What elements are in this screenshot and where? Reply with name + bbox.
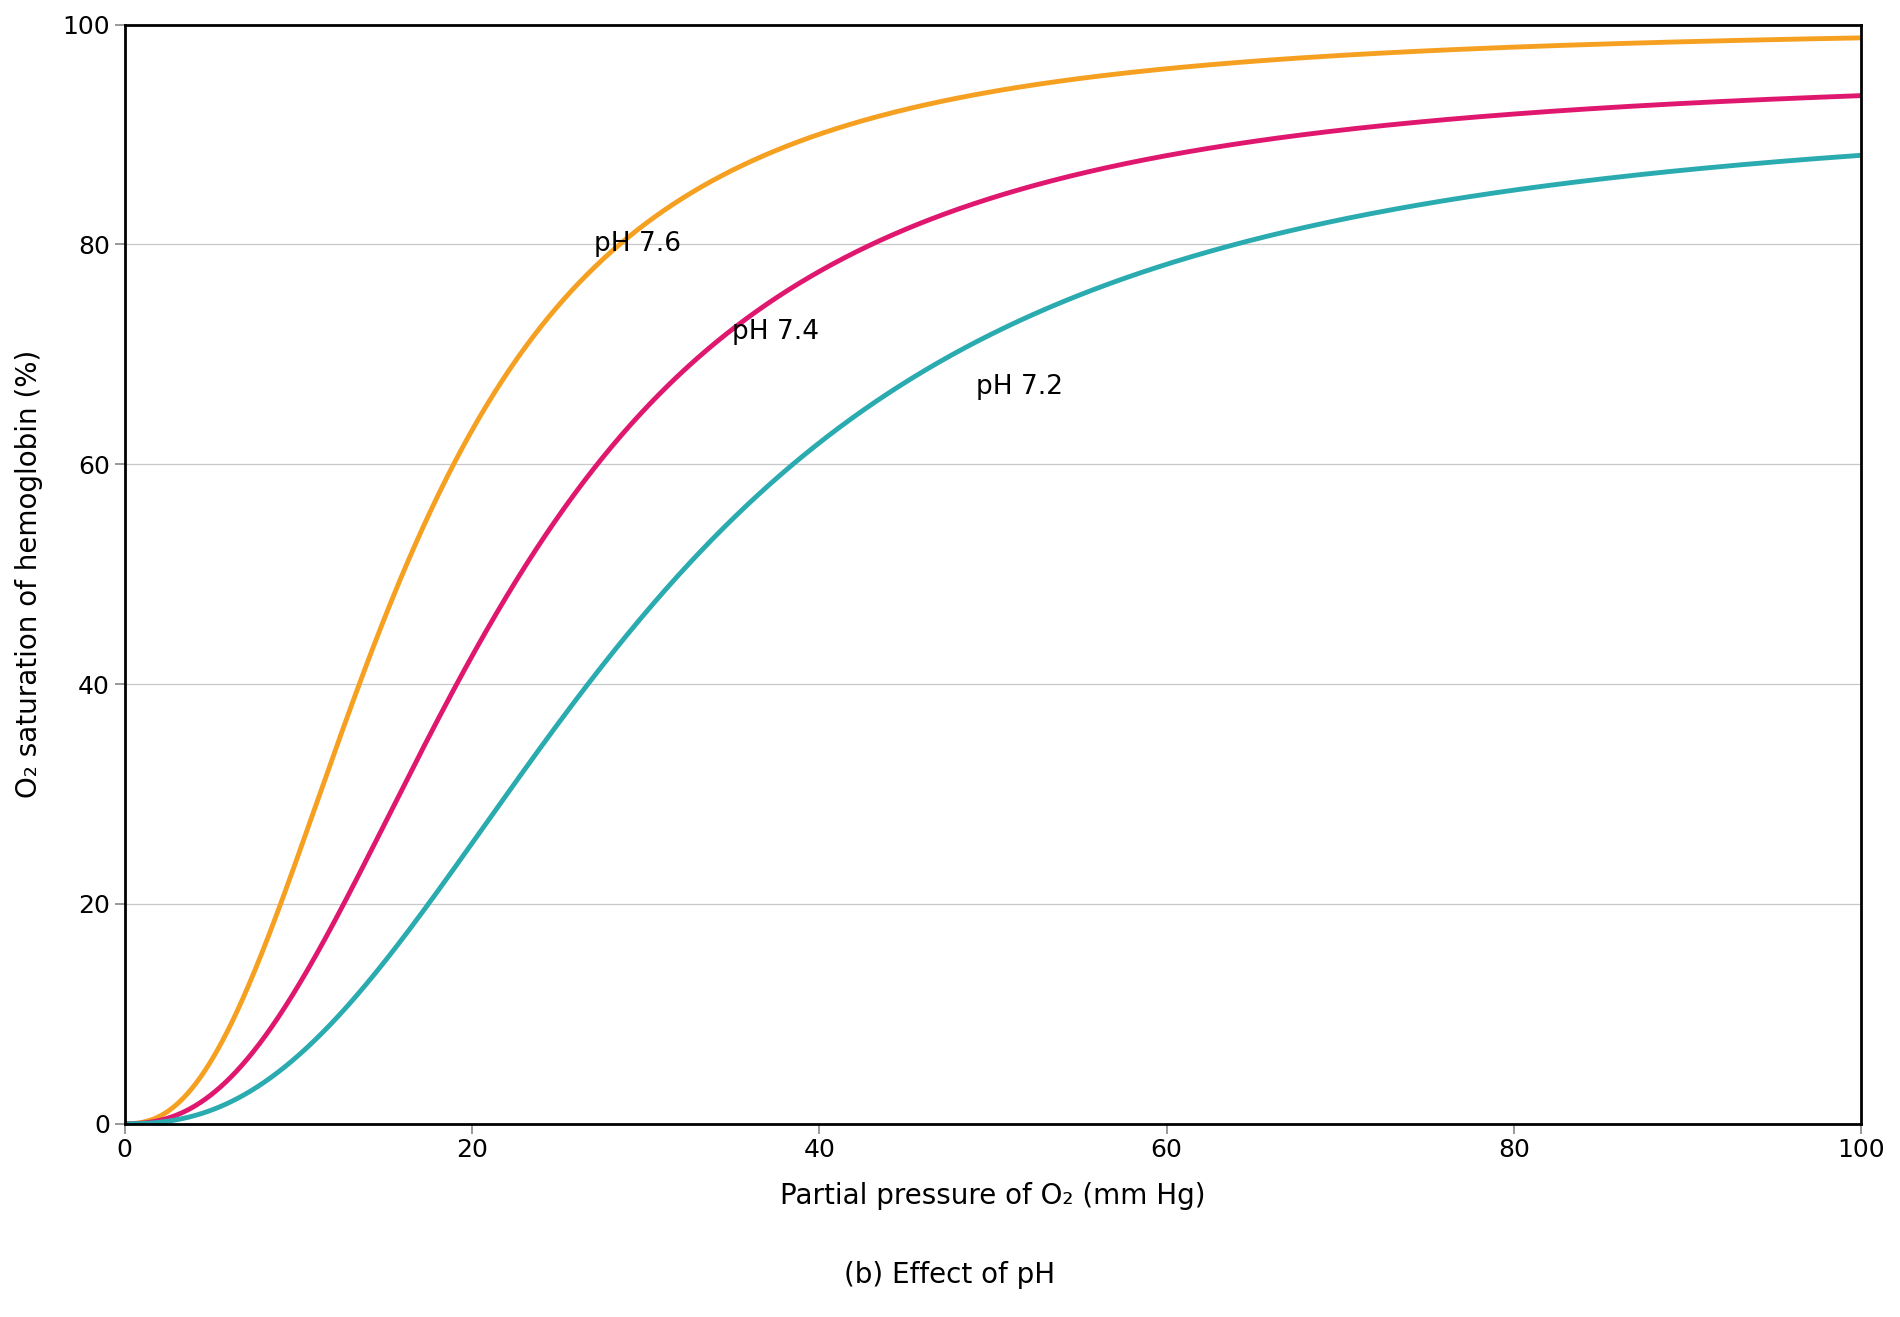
Y-axis label: O₂ saturation of hemoglobin (%): O₂ saturation of hemoglobin (%) — [15, 350, 44, 798]
X-axis label: Partial pressure of O₂ (mm Hg): Partial pressure of O₂ (mm Hg) — [781, 1181, 1206, 1210]
Text: pH 7.4: pH 7.4 — [732, 319, 819, 345]
Text: pH 7.2: pH 7.2 — [975, 374, 1062, 400]
Text: (b) Effect of pH: (b) Effect of pH — [844, 1260, 1056, 1289]
Text: pH 7.6: pH 7.6 — [593, 232, 680, 257]
